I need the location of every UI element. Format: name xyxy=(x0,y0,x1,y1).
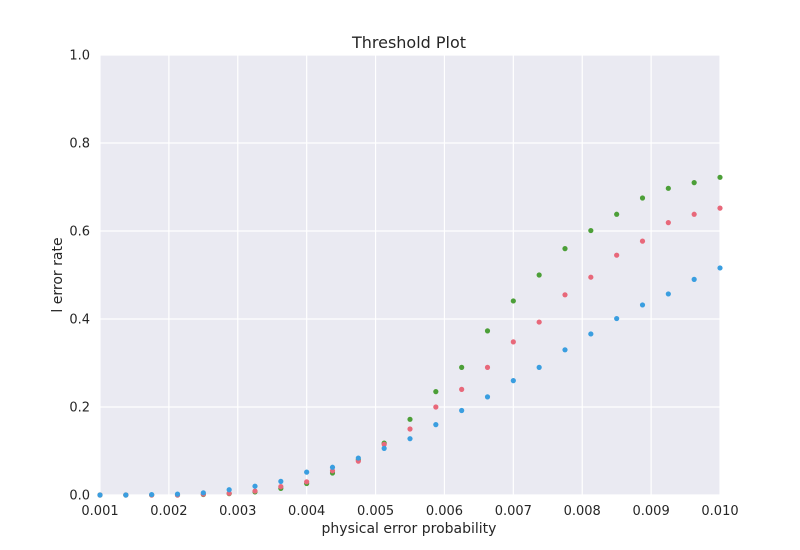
data-point xyxy=(536,364,542,370)
data-point xyxy=(278,478,284,484)
data-point xyxy=(717,174,723,180)
data-point xyxy=(588,331,594,337)
data-point xyxy=(97,492,103,498)
data-point xyxy=(510,298,516,304)
y-tick-label: 1.0 xyxy=(69,49,90,64)
x-axis-label: physical error probability xyxy=(322,521,497,537)
x-tick-label: 0.006 xyxy=(426,504,463,519)
y-tick-label: 0.6 xyxy=(69,225,90,240)
data-point xyxy=(614,315,620,322)
chart-title: Threshold Plot xyxy=(351,33,466,52)
data-point xyxy=(691,211,697,217)
data-point xyxy=(407,416,413,422)
x-tick-label: 0.002 xyxy=(150,504,187,519)
y-tick-label: 0.8 xyxy=(69,137,90,152)
grid-lines xyxy=(99,54,721,496)
data-point xyxy=(510,378,516,384)
data-point xyxy=(588,274,594,280)
x-tick-label: 0.010 xyxy=(701,504,738,519)
x-tick-label: 0.008 xyxy=(564,504,601,519)
data-point xyxy=(433,389,439,395)
x-tick-label: 0.004 xyxy=(288,504,325,519)
data-point xyxy=(665,220,671,226)
data-point xyxy=(381,441,387,447)
data-point xyxy=(459,364,465,370)
data-point xyxy=(226,487,232,493)
x-tick-label: 0.007 xyxy=(495,504,532,519)
x-tick-label: 0.003 xyxy=(219,504,256,519)
data-point xyxy=(381,445,387,451)
data-point xyxy=(174,491,181,497)
x-tick-label: 0.001 xyxy=(81,504,118,519)
data-point xyxy=(484,328,491,334)
data-point xyxy=(433,422,439,428)
data-point xyxy=(149,491,155,498)
data-point xyxy=(433,404,439,410)
data-point xyxy=(717,205,723,211)
data-point xyxy=(639,195,646,201)
data-point xyxy=(304,479,310,485)
data-points xyxy=(97,174,723,498)
data-point xyxy=(614,211,620,217)
data-point xyxy=(588,227,594,234)
data-point xyxy=(278,484,284,490)
data-point xyxy=(510,339,516,345)
data-point xyxy=(536,319,542,325)
data-point xyxy=(355,455,361,461)
y-tick-label: 0.2 xyxy=(69,401,90,416)
data-point xyxy=(665,185,671,191)
data-point xyxy=(407,426,413,432)
data-point xyxy=(200,490,206,496)
data-point xyxy=(691,276,697,282)
data-point xyxy=(665,291,671,297)
data-point xyxy=(123,492,129,498)
data-point xyxy=(717,265,723,271)
data-point xyxy=(484,364,491,370)
data-point xyxy=(252,488,258,494)
data-point xyxy=(329,464,336,470)
y-tick-label: 0.0 xyxy=(69,489,90,504)
y-tick-label: 0.4 xyxy=(69,313,90,328)
data-point xyxy=(562,347,568,353)
x-tick-label: 0.005 xyxy=(357,504,394,519)
y-axis-ticks: 0.0 0.2 0.4 0.6 0.8 1.0 xyxy=(69,49,90,504)
data-point xyxy=(252,483,258,489)
data-point xyxy=(562,292,568,298)
data-point xyxy=(304,469,310,475)
data-point xyxy=(536,272,542,278)
x-tick-label: 0.009 xyxy=(633,504,670,519)
data-point xyxy=(459,386,465,392)
series-3 xyxy=(97,265,723,498)
data-point xyxy=(459,407,465,414)
x-axis-ticks: 0.001 0.002 0.003 0.004 0.005 0.006 0.007 0.008… xyxy=(81,504,738,519)
data-point xyxy=(639,302,646,308)
data-point xyxy=(639,238,646,244)
data-point xyxy=(614,252,620,258)
data-point xyxy=(407,436,413,442)
data-point xyxy=(484,394,491,400)
data-point xyxy=(562,246,568,252)
data-point xyxy=(691,180,697,186)
y-axis-label: l error rate xyxy=(50,237,66,312)
